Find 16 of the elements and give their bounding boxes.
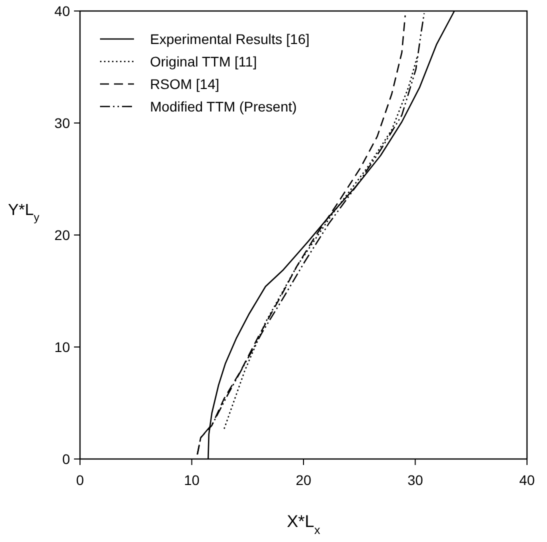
y-tick-label: 40 <box>54 3 70 19</box>
x-tick-label: 20 <box>296 472 312 488</box>
x-tick-label: 0 <box>76 472 84 488</box>
y-tick-label: 30 <box>54 115 70 131</box>
legend-label: Original TTM [11] <box>150 54 257 70</box>
y-tick-label: 0 <box>62 451 70 467</box>
y-axis-title: Y*L$_{y}$ <box>8 202 40 224</box>
y-tick-label: 10 <box>54 339 70 355</box>
legend-label: RSOM [14] <box>150 76 220 92</box>
legend-label: Experimental Results [16] <box>150 31 310 47</box>
legend-label: Modified TTM (Present) <box>150 98 297 114</box>
x-tick-label: 10 <box>184 472 200 488</box>
x-tick-label: 40 <box>519 472 535 488</box>
y-tick-label: 20 <box>54 227 70 243</box>
x-axis-title: X*L$_{x}$ <box>286 512 320 537</box>
x-tick-label: 30 <box>407 472 424 488</box>
